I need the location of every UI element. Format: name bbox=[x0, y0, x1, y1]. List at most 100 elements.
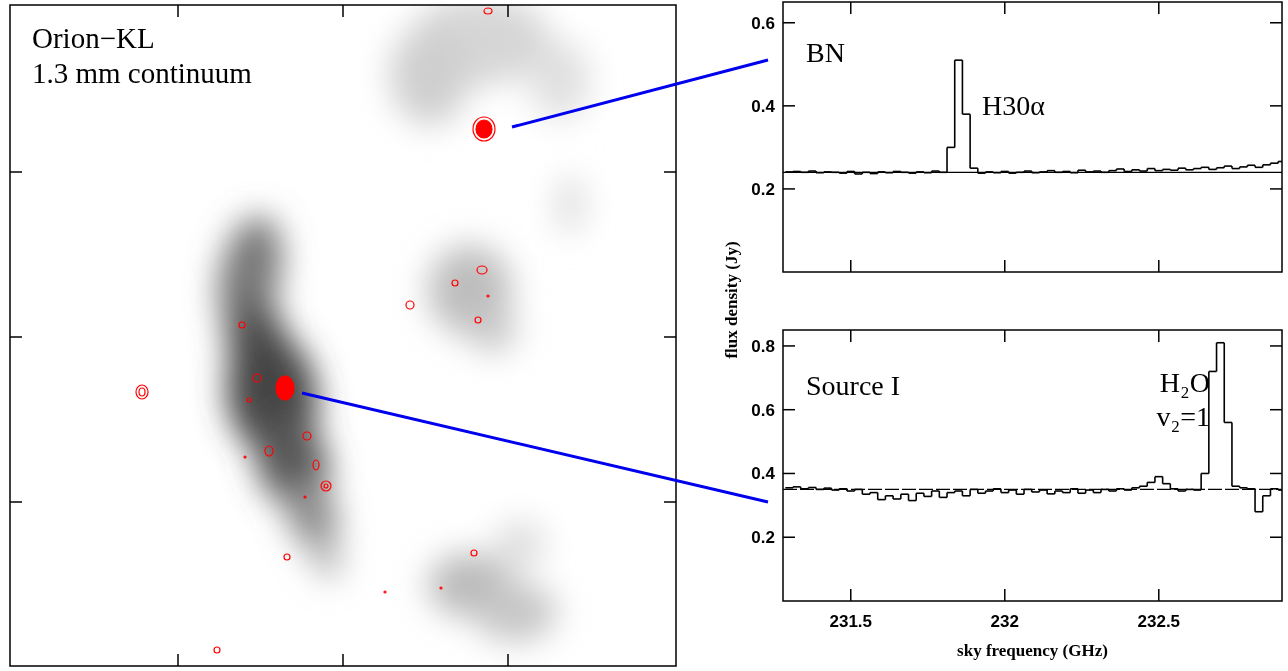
y-tick bbox=[783, 536, 795, 538]
map-image bbox=[10, 5, 676, 666]
step-riser bbox=[1239, 167, 1241, 169]
step-riser bbox=[1093, 170, 1095, 172]
channel bbox=[1009, 489, 1017, 491]
channel bbox=[939, 172, 947, 174]
channel bbox=[1032, 172, 1040, 174]
channel bbox=[1193, 168, 1201, 170]
step-riser bbox=[854, 171, 856, 173]
x-tick bbox=[850, 260, 852, 272]
x-tick-label: 232.5 bbox=[1138, 612, 1181, 631]
channel bbox=[893, 498, 901, 500]
contour bbox=[324, 484, 328, 488]
step-riser bbox=[939, 491, 941, 497]
channel bbox=[1024, 170, 1032, 172]
step-riser bbox=[1170, 169, 1172, 171]
channel bbox=[1155, 170, 1163, 172]
x-tick bbox=[1158, 330, 1160, 342]
tick bbox=[342, 654, 344, 666]
channel bbox=[862, 172, 870, 174]
dust-blob bbox=[390, 25, 470, 125]
channel bbox=[885, 495, 893, 497]
contour bbox=[475, 317, 481, 323]
step-riser bbox=[1116, 489, 1118, 491]
channel bbox=[986, 171, 994, 173]
channel bbox=[1170, 488, 1178, 490]
step-riser bbox=[1077, 489, 1079, 493]
channel bbox=[955, 490, 963, 492]
y-tick bbox=[783, 105, 795, 107]
panel-title: Source I bbox=[806, 370, 900, 401]
step-riser bbox=[1254, 489, 1256, 512]
channel bbox=[978, 172, 986, 174]
channel bbox=[916, 492, 924, 494]
step-riser bbox=[1154, 477, 1156, 483]
channel bbox=[947, 147, 955, 149]
channel bbox=[1232, 485, 1240, 487]
channel bbox=[1240, 487, 1248, 489]
tick bbox=[664, 171, 676, 173]
step-riser bbox=[1200, 167, 1202, 168]
step-riser bbox=[892, 496, 894, 499]
y-tick bbox=[783, 473, 795, 475]
step-riser bbox=[1139, 170, 1141, 171]
step-riser bbox=[900, 171, 902, 173]
channel bbox=[909, 172, 917, 174]
step-riser bbox=[1000, 489, 1002, 493]
tick bbox=[664, 336, 676, 338]
channel bbox=[1124, 489, 1132, 491]
y-tick bbox=[1270, 473, 1282, 475]
channel bbox=[1147, 482, 1155, 484]
contour bbox=[484, 8, 492, 14]
channel bbox=[793, 486, 801, 488]
channel bbox=[986, 490, 994, 492]
channel bbox=[970, 167, 978, 169]
spectrum bbox=[783, 60, 1282, 174]
channel bbox=[1224, 165, 1232, 167]
channel bbox=[801, 172, 809, 174]
step-riser bbox=[1085, 490, 1087, 493]
channel bbox=[939, 497, 947, 499]
step-riser bbox=[1131, 488, 1133, 490]
channel bbox=[1140, 485, 1148, 487]
channel bbox=[1270, 162, 1278, 164]
spectrum bbox=[783, 343, 1282, 512]
channel bbox=[1232, 168, 1240, 170]
channel bbox=[1039, 171, 1047, 173]
step-riser bbox=[1277, 162, 1279, 164]
line-label: H₂O bbox=[1160, 367, 1210, 398]
channel bbox=[1047, 493, 1055, 495]
tick bbox=[177, 5, 179, 17]
channel bbox=[847, 490, 855, 492]
step-riser bbox=[900, 494, 902, 499]
channel bbox=[993, 488, 1001, 490]
step-riser bbox=[1270, 489, 1272, 496]
channel bbox=[1270, 488, 1278, 490]
x-tick bbox=[1004, 2, 1006, 14]
channel bbox=[970, 489, 978, 491]
channel bbox=[1247, 488, 1255, 490]
step-riser bbox=[1008, 171, 1010, 173]
step-riser bbox=[1054, 491, 1056, 494]
step-riser bbox=[1000, 171, 1002, 172]
channel bbox=[1093, 492, 1101, 494]
channel bbox=[1024, 489, 1032, 491]
channel bbox=[1016, 493, 1024, 495]
channel bbox=[1070, 172, 1078, 174]
tick bbox=[177, 654, 179, 666]
contour bbox=[244, 456, 246, 458]
step-riser bbox=[915, 493, 917, 500]
y-tick bbox=[1270, 22, 1282, 24]
step-riser bbox=[1216, 343, 1218, 372]
step-riser bbox=[1039, 490, 1041, 492]
step-riser bbox=[923, 493, 925, 496]
leader-line bbox=[302, 393, 768, 502]
step-riser bbox=[862, 172, 864, 174]
step-riser bbox=[977, 489, 979, 493]
channel bbox=[1055, 172, 1063, 174]
channel bbox=[1140, 170, 1148, 172]
dust-blob bbox=[467, 308, 517, 352]
channel bbox=[878, 499, 886, 501]
step-riser bbox=[1247, 487, 1249, 490]
step-riser bbox=[1208, 167, 1210, 169]
step-riser bbox=[1039, 171, 1041, 173]
